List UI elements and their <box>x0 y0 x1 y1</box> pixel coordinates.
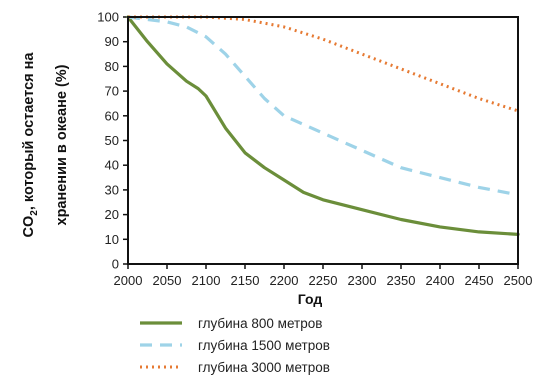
legend: глубина 800 метров глубина 1500 метров глу… <box>140 316 330 375</box>
series-lines <box>126 15 520 236</box>
x-tick-label: 2400 <box>426 273 455 288</box>
x-tick-label: 2250 <box>309 273 338 288</box>
x-tick-label: 2050 <box>153 273 182 288</box>
y-axis-title-subscript: 2 <box>29 210 40 216</box>
series-line-3 <box>128 15 519 113</box>
x-tick-label: 2350 <box>387 273 416 288</box>
y-tick-label: 20 <box>105 207 119 222</box>
x-tick-label: 2200 <box>270 273 299 288</box>
series-line-2 <box>127 15 519 197</box>
x-tick-label: 2500 <box>504 273 533 288</box>
x-tick-label: 2000 <box>114 273 143 288</box>
x-tick-label: 2150 <box>231 273 260 288</box>
y-tick-label: 60 <box>105 108 119 123</box>
y-tick-label: 90 <box>105 34 119 49</box>
y-tick-label: 100 <box>97 10 119 25</box>
axis-ticks: 0 10 20 30 40 50 60 70 80 90 100 2000 2050 2100 2150 22… <box>97 10 532 289</box>
y-tick-label: 0 <box>112 257 119 272</box>
y-tick-label: 70 <box>105 84 119 99</box>
y-tick-label: 10 <box>105 232 119 247</box>
x-tick-label: 2300 <box>348 273 377 288</box>
y-axis-title: CO2, который остается на хранении в океа… <box>21 52 70 238</box>
y-axis-title-rest: , который остается на <box>21 52 37 211</box>
y-tick-label: 50 <box>105 133 119 148</box>
legend-label-1: глубина 800 метров <box>198 316 322 331</box>
x-axis-title: Год <box>298 291 323 307</box>
y-axis-title-co: CO <box>21 216 37 238</box>
y-axis-title-line2: хранении в океане (%) <box>54 64 70 225</box>
y-tick-label: 80 <box>105 59 119 74</box>
y-tick-label: 30 <box>105 182 119 197</box>
y-axis-title-line1: CO2, который остается на <box>21 52 40 238</box>
legend-label-2: глубина 1500 метров <box>198 338 330 353</box>
series-line-1 <box>126 15 520 236</box>
legend-label-3: глубина 3000 метров <box>198 360 330 375</box>
y-tick-label: 40 <box>105 158 119 173</box>
x-tick-label: 2100 <box>192 273 221 288</box>
x-tick-label: 2450 <box>465 273 494 288</box>
plot-frame <box>127 16 519 265</box>
